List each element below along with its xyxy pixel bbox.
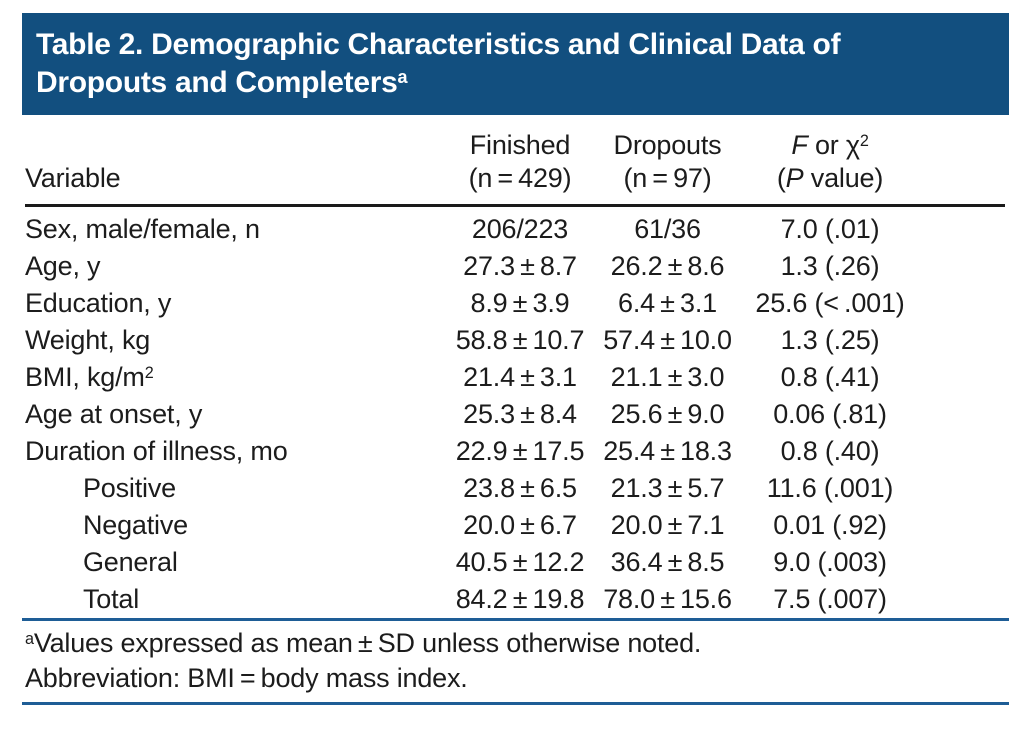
cell-statistic: 9.0 (.003) [773, 547, 887, 577]
cell-statistic: 0.06 (.81) [773, 399, 887, 429]
spacer-cell [920, 248, 1005, 285]
row-label: Positive [83, 473, 176, 503]
footnote-marker: a [25, 629, 34, 648]
column-header-statistic: F or χ2 (P value) [740, 115, 920, 207]
bottom-rule [22, 702, 1009, 705]
cell-statistic: 25.6 (< .001) [755, 288, 905, 318]
cell-dropouts: 57.4 ± 10.0 [603, 325, 732, 355]
spacer-cell [920, 470, 1005, 507]
pvalue-label: (P value) [776, 163, 884, 193]
row-label: Age at onset, y [25, 399, 203, 429]
dropouts-n: (n = 97) [623, 163, 712, 193]
cell-finished: 27.3 ± 8.7 [463, 251, 577, 281]
table-row: Sex, male/female, n 206/223 61/36 7.0 (.01) [25, 206, 1005, 249]
row-label: Weight, kg [25, 325, 151, 355]
table-row: Total 84.2 ± 19.8 78.0 ± 15.6 7.5 (.007) [25, 581, 1005, 618]
cell-statistic: 11.6 (.001) [766, 473, 894, 503]
cell-dropouts: 20.0 ± 7.1 [610, 510, 725, 540]
cell-statistic: 7.5 (.007) [773, 584, 887, 614]
cell-statistic: 0.8 (.41) [780, 362, 880, 392]
cell-statistic: 0.01 (.92) [773, 510, 887, 540]
cell-finished: 84.2 ± 19.8 [455, 584, 585, 614]
cell-finished: 23.8 ± 6.5 [463, 473, 577, 503]
cell-dropouts: 25.6 ± 9.0 [610, 399, 725, 429]
spacer-cell [920, 433, 1005, 470]
cell-dropouts: 21.3 ± 5.7 [610, 473, 725, 503]
spacer-cell [920, 322, 1005, 359]
table-title: Table 2. Demographic Characteristics and… [22, 26, 854, 102]
table-row: Negative 20.0 ± 6.7 20.0 ± 7.1 0.01 (.92) [25, 507, 1005, 544]
row-label: Sex, male/female, n [25, 214, 260, 244]
cell-dropouts: 78.0 ± 15.6 [603, 584, 732, 614]
cell-finished: 40.5 ± 12.2 [455, 547, 585, 577]
column-header-variable: Variable [25, 115, 445, 207]
row-label: Education, y [25, 288, 172, 318]
row-label: Negative [83, 510, 188, 540]
finished-label: Finished [469, 130, 571, 160]
table-body: Sex, male/female, n 206/223 61/36 7.0 (.01)… [25, 206, 1005, 619]
cell-finished: 58.8 ± 10.7 [455, 325, 585, 355]
spacer-cell [920, 359, 1005, 396]
spacer-cell [920, 396, 1005, 433]
cell-finished: 20.0 ± 6.7 [463, 510, 577, 540]
header-row: Variable Finished (n = 429) Dropouts (n … [25, 115, 1005, 207]
title-line1: Table 2. Demographic Characteristics and… [36, 28, 841, 61]
title-footnote-marker: a [397, 67, 408, 87]
row-label: Duration of illness, mo [25, 436, 288, 466]
table-row: Age at onset, y 25.3 ± 8.4 25.6 ± 9.0 0.06 … [25, 396, 1005, 433]
row-label: Total [83, 584, 140, 614]
row-label: BMI, kg/m2 [25, 362, 154, 392]
row-label-superscript: 2 [144, 363, 154, 382]
table-title-bar: Table 2. Demographic Characteristics and… [22, 13, 1009, 115]
footnotes: aValues expressed as mean ± SD unless ot… [25, 626, 1005, 696]
footnote-values-text: Values expressed as mean ± SD unless oth… [33, 628, 702, 658]
footnote-values: aValues expressed as mean ± SD unless ot… [25, 626, 1005, 661]
finished-n: (n = 429) [468, 163, 572, 193]
table-row: Duration of illness, mo 22.9 ± 17.5 25.4 ±… [25, 433, 1005, 470]
cell-finished: 8.9 ± 3.9 [470, 288, 570, 318]
table-row: Education, y 8.9 ± 3.9 6.4 ± 3.1 25.6 (< .0… [25, 285, 1005, 322]
row-label: General [83, 547, 178, 577]
column-header-dropouts: Dropouts (n = 97) [595, 115, 740, 207]
table-row: Weight, kg 58.8 ± 10.7 57.4 ± 10.0 1.3 (.25… [25, 322, 1005, 359]
table-row: Age, y 27.3 ± 8.7 26.2 ± 8.6 1.3 (.26) [25, 248, 1005, 285]
dropouts-label: Dropouts [613, 130, 722, 160]
cell-dropouts: 61/36 [634, 214, 701, 244]
cell-dropouts: 21.1 ± 3.0 [610, 362, 725, 392]
cell-statistic: 1.3 (.25) [780, 325, 880, 355]
cell-dropouts: 36.4 ± 8.5 [610, 547, 725, 577]
column-header-finished: Finished (n = 429) [445, 115, 595, 207]
demographics-table: Variable Finished (n = 429) Dropouts (n … [25, 115, 1005, 618]
cell-dropouts: 25.4 ± 18.3 [603, 436, 732, 466]
table-row: General 40.5 ± 12.2 36.4 ± 8.5 9.0 (.003) [25, 544, 1005, 581]
spacer-cell [920, 206, 1005, 249]
cell-statistic: 1.3 (.26) [780, 251, 880, 281]
statistic-label: F or χ2 [791, 130, 869, 160]
cell-finished: 21.4 ± 3.1 [463, 362, 577, 392]
row-label: Age, y [25, 251, 101, 281]
title-line2: Dropouts and Completers [36, 66, 398, 99]
footnote-abbreviation: Abbreviation: BMI = body mass index. [25, 663, 468, 693]
cell-dropouts: 26.2 ± 8.6 [610, 251, 725, 281]
table-row: BMI, kg/m2 21.4 ± 3.1 21.1 ± 3.0 0.8 (.41) [25, 359, 1005, 396]
spacer-cell [920, 285, 1005, 322]
cell-finished: 25.3 ± 8.4 [463, 399, 577, 429]
cell-finished: 206/223 [471, 214, 569, 244]
footnote-top-rule [22, 618, 1009, 621]
cell-statistic: 7.0 (.01) [780, 214, 880, 244]
table-header: Variable Finished (n = 429) Dropouts (n … [25, 115, 1005, 207]
cell-finished: 22.9 ± 17.5 [455, 436, 585, 466]
spacer-cell [920, 507, 1005, 544]
cell-statistic: 0.8 (.40) [780, 436, 880, 466]
spacer-cell [920, 581, 1005, 618]
spacer-cell [920, 544, 1005, 581]
table-row: Positive 23.8 ± 6.5 21.3 ± 5.7 11.6 (.001) [25, 470, 1005, 507]
cell-dropouts: 6.4 ± 3.1 [618, 288, 717, 318]
spacer-header [920, 115, 1005, 207]
